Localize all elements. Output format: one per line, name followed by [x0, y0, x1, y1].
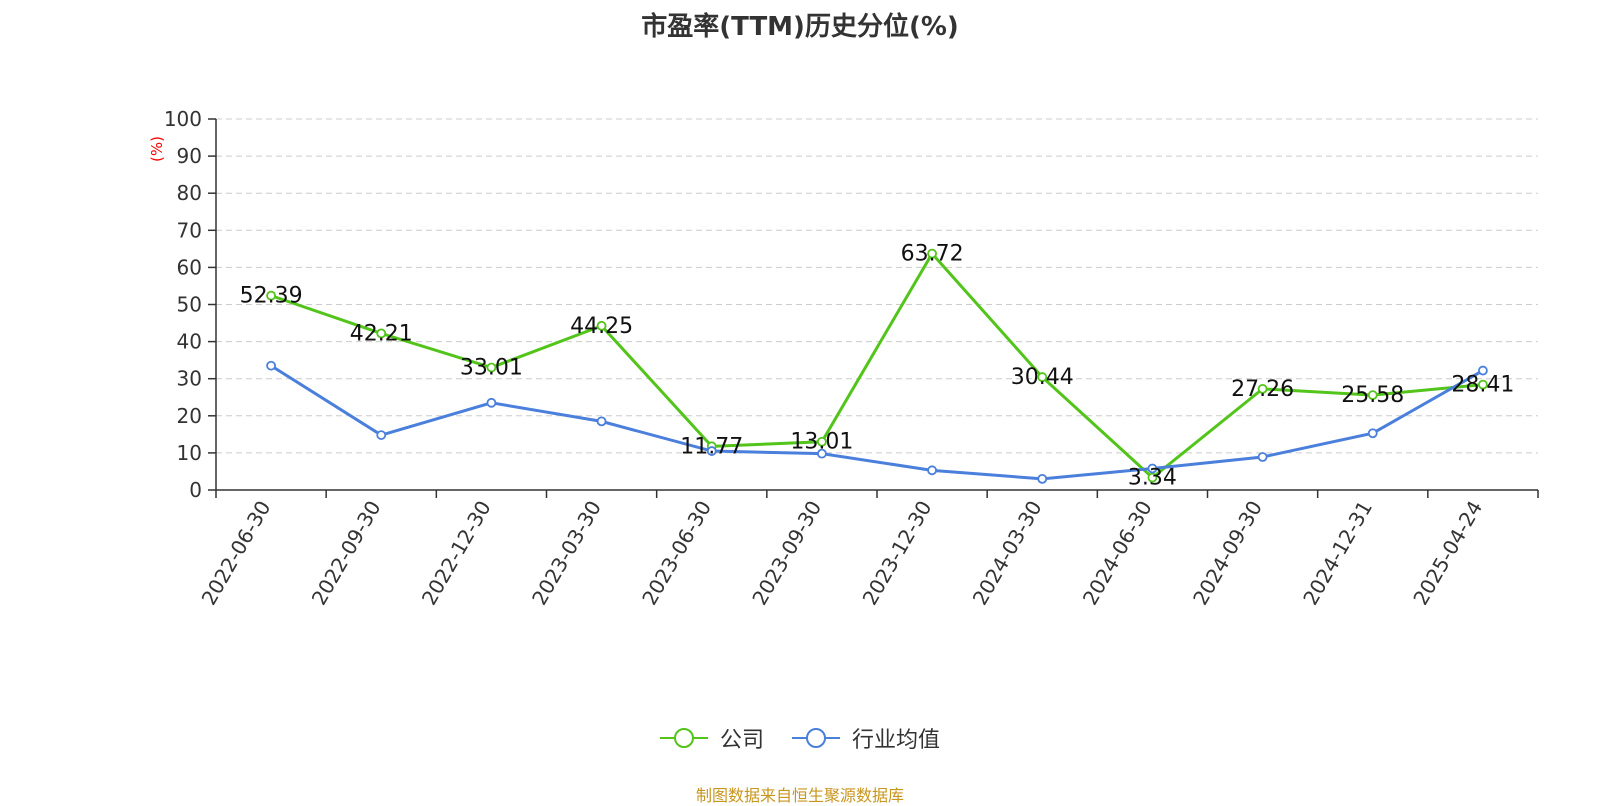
- x-tick-label: 2023-06-30: [637, 497, 716, 610]
- legend-industry-avg-icon: [792, 728, 840, 748]
- y-tick-label: 40: [177, 330, 202, 354]
- y-tick-label: 100: [164, 107, 202, 131]
- y-tick-label: 20: [177, 404, 202, 428]
- data-label: 25.58: [1341, 383, 1404, 408]
- data-point-0: [1257, 383, 1268, 394]
- data-point-1: [376, 430, 387, 440]
- data-point-0: [1037, 372, 1048, 382]
- data-point-1: [1037, 473, 1048, 484]
- data-point-0: [486, 362, 497, 373]
- data-point-0: [1478, 379, 1488, 390]
- series-line-1: [270, 364, 1484, 481]
- data-point-0: [1147, 472, 1158, 483]
- legend-item-industry-avg[interactable]: 行业均值: [792, 722, 940, 754]
- x-tick-label: 2023-12-30: [858, 496, 937, 609]
- data-label: 63.72: [901, 242, 964, 267]
- y-tick-label: 60: [177, 255, 202, 279]
- data-point-1: [596, 416, 607, 427]
- x-tick-label: 2024-12-31: [1298, 497, 1377, 610]
- data-label: 33.01: [460, 356, 523, 381]
- data-point-0: [1367, 390, 1378, 400]
- data-point-1: [817, 448, 827, 459]
- data-label: 44.25: [570, 314, 633, 339]
- data-point-1: [1367, 428, 1378, 439]
- data-label: 30.44: [1011, 365, 1074, 390]
- y-tick-label: 10: [177, 441, 202, 465]
- data-label: 42.21: [350, 321, 413, 346]
- x-tick-label: 2023-09-30: [747, 497, 826, 610]
- data-point-1: [266, 360, 276, 371]
- x-tick-label: 2022-06-30: [197, 497, 276, 610]
- legend-item-company[interactable]: 公司: [659, 722, 764, 754]
- data-point-1: [486, 397, 497, 408]
- x-tick-label: 2022-09-30: [307, 497, 386, 610]
- data-label: 3.34: [1128, 466, 1177, 491]
- data-point-0: [266, 290, 276, 301]
- data-label: 52.39: [240, 284, 303, 309]
- y-tick-label: 80: [177, 181, 202, 205]
- x-tick-label: 2025-04-24: [1408, 497, 1487, 610]
- y-tick-label: 90: [177, 144, 202, 168]
- legend-industry-avg-label: 行业均值: [852, 728, 941, 753]
- x-tick-label: 2022-12-30: [417, 496, 496, 609]
- data-source-note: 制图数据来自恒生聚源数据库: [695, 786, 904, 805]
- data-point-1: [927, 465, 937, 476]
- x-tick-label: 2024-09-30: [1188, 497, 1267, 610]
- x-tick-label: 2023-03-30: [527, 497, 606, 610]
- data-point-1: [706, 446, 717, 456]
- data-point-0: [596, 320, 607, 331]
- data-point-1: [1147, 463, 1158, 474]
- data-label: 11.77: [680, 434, 743, 459]
- x-tick-label: 2024-03-30: [968, 497, 1047, 610]
- data-point-0: [817, 436, 827, 447]
- x-tick-label: 2024-06-30: [1078, 497, 1157, 610]
- data-label: 27.26: [1231, 377, 1294, 402]
- series-line-0: [270, 251, 1484, 480]
- chart-title: 市盈率(TTM)历史分位(%): [641, 12, 959, 42]
- y-tick-label: 30: [177, 367, 202, 391]
- legend: 公司 行业均值: [0, 722, 1600, 754]
- data-point-0: [376, 328, 387, 339]
- data-point-0: [927, 248, 937, 259]
- y-tick-label: 70: [177, 218, 202, 242]
- data-point-1: [1478, 365, 1488, 376]
- y-tick-label: 50: [177, 293, 202, 317]
- data-point-1: [1257, 452, 1268, 462]
- data-label: 28.41: [1451, 373, 1514, 398]
- legend-company-icon: [659, 728, 708, 748]
- y-tick-label: 0: [189, 478, 202, 502]
- legend-company-label: 公司: [719, 728, 764, 753]
- data-label: 13.01: [790, 430, 853, 455]
